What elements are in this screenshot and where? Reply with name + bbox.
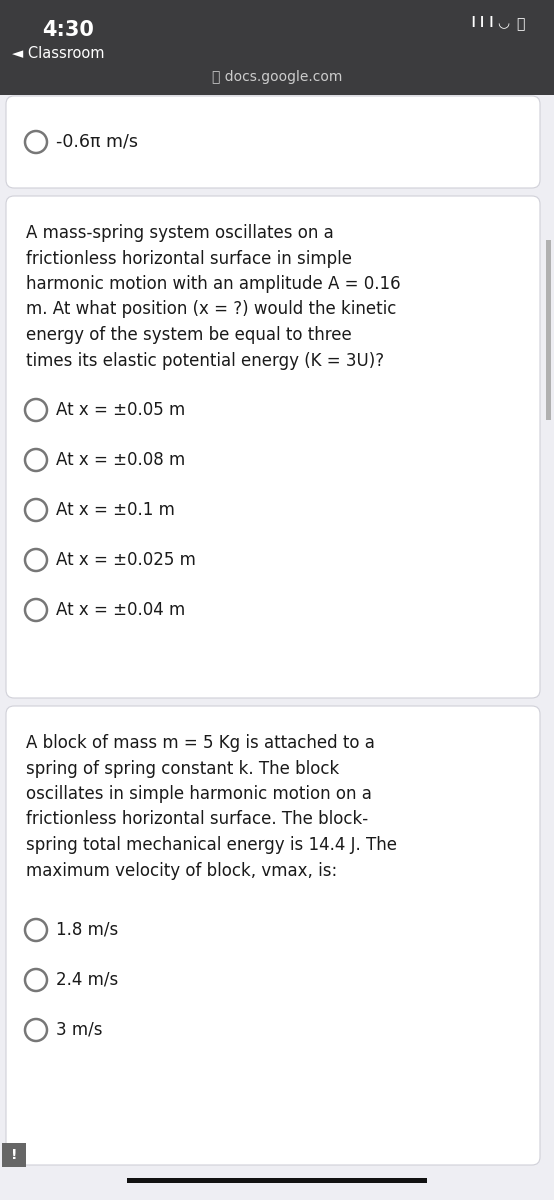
Text: At x = ±0.08 m: At x = ±0.08 m [56, 451, 185, 469]
Text: times its elastic potential energy (K = 3U)?: times its elastic potential energy (K = … [26, 352, 384, 370]
Text: ◄ Classroom: ◄ Classroom [12, 46, 105, 61]
Text: energy of the system be equal to three: energy of the system be equal to three [26, 326, 352, 344]
Text: 3 m/s: 3 m/s [56, 1021, 102, 1039]
FancyBboxPatch shape [6, 196, 540, 698]
Text: 1.8 m/s: 1.8 m/s [56, 922, 118, 938]
Text: ❙❙❙: ❙❙❙ [468, 16, 496, 26]
Text: spring of spring constant k. The block: spring of spring constant k. The block [26, 760, 339, 778]
Text: A block of mass m = 5 Kg is attached to a: A block of mass m = 5 Kg is attached to … [26, 734, 375, 752]
FancyBboxPatch shape [6, 96, 540, 188]
Text: At x = ±0.05 m: At x = ±0.05 m [56, 401, 185, 419]
FancyBboxPatch shape [6, 706, 540, 1165]
Text: spring total mechanical energy is 14.4 J. The: spring total mechanical energy is 14.4 J… [26, 836, 397, 854]
Text: oscillates in simple harmonic motion on a: oscillates in simple harmonic motion on … [26, 785, 372, 803]
Text: At x = ±0.1 m: At x = ±0.1 m [56, 502, 175, 518]
Text: At x = ±0.04 m: At x = ±0.04 m [56, 601, 185, 619]
Text: A mass-spring system oscillates on a: A mass-spring system oscillates on a [26, 224, 334, 242]
Bar [127, 1178, 427, 1183]
Bar [546, 240, 551, 420]
Text: !: ! [11, 1148, 17, 1162]
Text: -0.6π m/s: -0.6π m/s [56, 133, 138, 151]
Text: 4:30: 4:30 [42, 20, 94, 40]
Text: harmonic motion with an amplitude A = 0.16: harmonic motion with an amplitude A = 0.… [26, 275, 401, 293]
Bar [2, 1142, 26, 1166]
Text: maximum velocity of block, vmax, is:: maximum velocity of block, vmax, is: [26, 862, 337, 880]
Text: frictionless horizontal surface in simple: frictionless horizontal surface in simpl… [26, 250, 352, 268]
Text: ◡: ◡ [497, 16, 509, 30]
Text: m. At what position (x = ?) would the kinetic: m. At what position (x = ?) would the ki… [26, 300, 396, 318]
Text: 🔒 docs.google.com: 🔒 docs.google.com [212, 70, 342, 84]
Text: frictionless horizontal surface. The block-: frictionless horizontal surface. The blo… [26, 810, 368, 828]
Text: ⎕: ⎕ [516, 17, 525, 31]
Bar [0, 0, 554, 95]
Text: 2.4 m/s: 2.4 m/s [56, 971, 118, 989]
Text: At x = ±0.025 m: At x = ±0.025 m [56, 551, 196, 569]
